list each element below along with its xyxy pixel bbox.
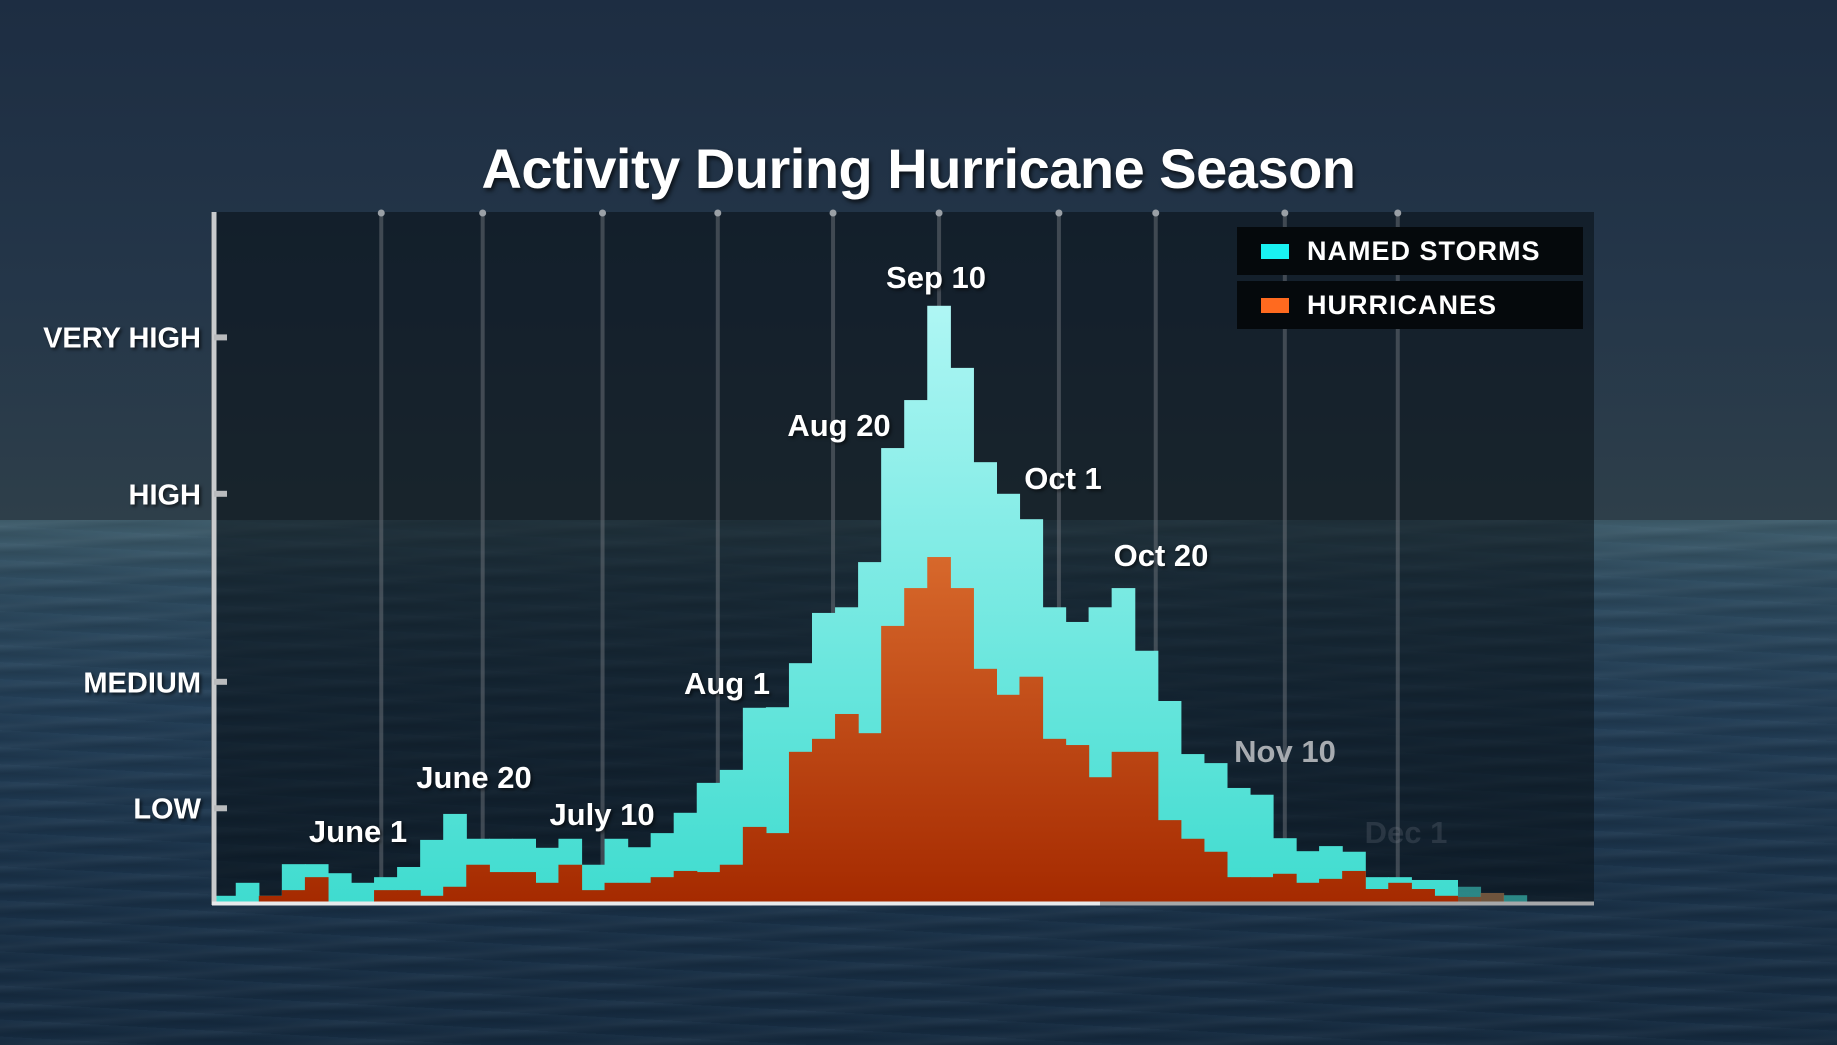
date-label-oct-20: Oct 20	[1113, 538, 1209, 573]
gridline-cap	[829, 209, 837, 217]
gridline-cap	[479, 209, 487, 217]
hurricanes-bar	[950, 588, 974, 902]
hurricanes-bar	[627, 882, 652, 902]
named-storms-bar	[420, 839, 444, 902]
hurricanes-bar	[650, 877, 675, 902]
hurricanes-bar	[1411, 889, 1435, 902]
gridline-cap	[935, 209, 943, 217]
hurricanes-bar	[904, 588, 928, 902]
hurricanes-bar	[1319, 878, 1343, 902]
named-storms-bar	[351, 882, 375, 902]
hurricanes-bar	[1180, 838, 1205, 902]
named-storms-bar	[327, 873, 352, 902]
hurricanes-bar	[858, 733, 882, 902]
hurricanes-bar	[719, 864, 744, 902]
date-label-june-20: June 20	[416, 760, 532, 795]
hurricanes-series	[258, 557, 1505, 902]
named-storms-bar	[1226, 787, 1251, 902]
gridline-cap	[377, 209, 385, 217]
date-label-sep-10: Sep 10	[886, 260, 986, 295]
hurricanes-bar	[1226, 877, 1251, 902]
date-label-june-1: June 1	[308, 814, 408, 849]
hurricanes-bar	[304, 877, 329, 902]
named-storms-bar	[1249, 794, 1274, 902]
hurricanes-bar	[1273, 873, 1297, 902]
hurricanes-bar	[927, 557, 951, 902]
legend: NAMED STORMS HURRICANES	[1237, 227, 1583, 335]
date-label-aug-20: Aug 20	[787, 408, 891, 443]
hurricanes-bar	[558, 864, 583, 902]
named-storms-bar	[235, 882, 260, 902]
hurricanes-bar	[1480, 892, 1505, 902]
hurricanes-bar	[996, 694, 1021, 902]
named-storms-bar	[443, 813, 467, 902]
hurricanes-bar	[765, 833, 790, 902]
hurricanes-bar	[788, 751, 813, 902]
y-tick-label-very-high: VERY HIGH	[43, 322, 201, 355]
hurricanes-bar	[512, 872, 536, 902]
date-label-nov-10: Nov 10	[1234, 734, 1336, 769]
date-label-dec-1: Dec 1	[1364, 815, 1448, 850]
hurricanes-bar	[281, 890, 306, 902]
hurricanes-bar	[489, 872, 513, 902]
hurricanes-bar	[604, 882, 629, 902]
hurricanes-bar	[1388, 882, 1412, 902]
date-label-july-10: July 10	[549, 797, 655, 832]
gridline-cap	[1152, 209, 1160, 217]
y-tick-label-low: LOW	[133, 793, 201, 826]
hurricanes-bar	[881, 625, 905, 902]
hurricanes-bar	[1296, 882, 1320, 902]
hurricanes-bar	[258, 895, 283, 902]
hurricanes-bar	[1088, 777, 1113, 902]
hurricanes-bar	[420, 895, 444, 902]
hurricanes-bar	[673, 870, 698, 902]
y-tick-label-high: HIGH	[128, 479, 202, 512]
legend-item-hurricanes: HURRICANES	[1237, 281, 1583, 329]
axes	[211, 212, 1594, 906]
named-storms-swatch	[1261, 243, 1289, 259]
hurricanes-bar	[443, 886, 467, 902]
legend-item-named-storms: NAMED STORMS	[1237, 227, 1583, 275]
hurricanes-bar	[1365, 889, 1389, 902]
hurricanes-bar	[1134, 751, 1159, 902]
hurricanes-swatch	[1261, 297, 1289, 313]
named-storms-bar	[212, 895, 237, 902]
date-label-oct-1: Oct 1	[1024, 461, 1102, 496]
gridline-cap	[599, 209, 607, 217]
chart-title: Activity During Hurricane Season	[481, 137, 1356, 200]
hurricanes-bar	[1111, 751, 1136, 902]
gridline-cap	[1394, 209, 1402, 217]
hurricanes-bar	[1457, 896, 1482, 902]
hurricanes-bar	[397, 890, 421, 902]
hurricanes-bar	[1203, 851, 1228, 902]
hurricanes-bar	[1019, 676, 1044, 902]
gridline-cap	[714, 209, 722, 217]
hurricanes-bar	[1157, 820, 1182, 902]
hurricanes-bar	[1342, 870, 1366, 902]
hurricanes-bar	[581, 890, 606, 902]
hurricanes-bar	[1042, 738, 1067, 902]
hurricanes-bar	[1249, 877, 1274, 902]
hurricanes-bar	[1065, 745, 1090, 902]
gridline-cap	[1055, 209, 1063, 217]
hurricanes-bar	[835, 713, 859, 902]
hurricanes-bar	[696, 872, 721, 902]
hurricanes-bar	[466, 864, 490, 902]
legend-label-hurricanes: HURRICANES	[1307, 289, 1498, 320]
hurricanes-bar	[812, 738, 836, 902]
hurricanes-bar	[1434, 895, 1458, 902]
y-tick-label-medium: MEDIUM	[83, 667, 201, 700]
hurricanes-bar	[535, 882, 560, 902]
gridline-cap	[1281, 209, 1289, 217]
hurricanes-bar	[973, 668, 997, 902]
hurricanes-bar	[742, 826, 767, 902]
date-label-aug-1: Aug 1	[683, 666, 771, 701]
named-storms-bar	[1503, 895, 1528, 902]
hurricanes-bar	[374, 890, 398, 902]
legend-label-named-storms: NAMED STORMS	[1307, 235, 1541, 266]
